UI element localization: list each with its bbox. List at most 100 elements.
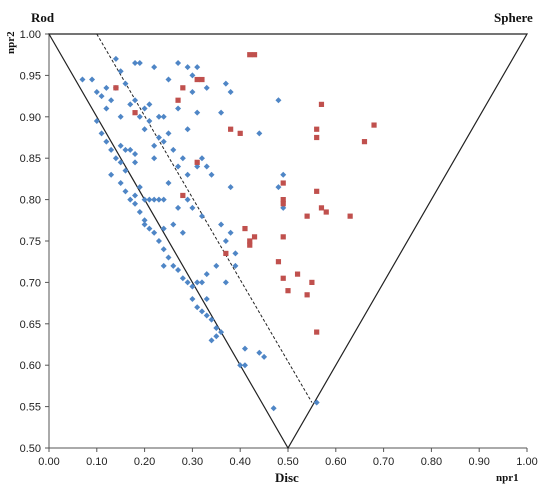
point-blue-diamond	[175, 204, 182, 211]
point-blue-diamond	[203, 312, 210, 319]
point-blue-diamond	[151, 196, 158, 203]
point-red-square	[175, 97, 181, 103]
point-red-square	[275, 259, 282, 265]
point-blue-diamond	[141, 196, 148, 203]
point-blue-diamond	[136, 209, 143, 216]
y-tick-label: 0.80	[20, 195, 41, 207]
point-blue-diamond	[194, 64, 201, 71]
point-blue-diamond	[184, 126, 191, 133]
point-blue-diamond	[203, 271, 210, 278]
point-blue-diamond	[213, 324, 220, 331]
y-tick-label: 0.65	[20, 319, 41, 331]
point-blue-diamond	[175, 266, 182, 273]
point-blue-diamond	[141, 217, 148, 224]
y-tick-label: 0.75	[20, 236, 41, 248]
point-blue-diamond	[222, 238, 229, 244]
point-red-square	[180, 85, 186, 91]
point-red-square	[132, 110, 138, 116]
point-red-square	[285, 288, 291, 294]
point-blue-diamond	[218, 109, 225, 116]
point-red-square	[314, 134, 320, 141]
point-blue-diamond	[208, 316, 215, 323]
point-blue-diamond	[160, 225, 167, 232]
point-blue-diamond	[155, 113, 162, 120]
point-blue-diamond	[198, 155, 205, 162]
point-blue-diamond	[141, 105, 148, 112]
point-blue-diamond	[165, 76, 172, 83]
point-blue-diamond	[160, 246, 167, 253]
point-blue-diamond	[222, 80, 229, 87]
y-tick-label: 0.90	[20, 112, 41, 124]
point-blue-diamond	[127, 196, 134, 203]
point-red-square	[113, 85, 119, 91]
point-blue-diamond	[237, 362, 244, 369]
point-blue-diamond	[132, 59, 139, 66]
point-blue-diamond	[227, 184, 234, 191]
point-blue-diamond	[103, 84, 110, 91]
point-blue-diamond	[151, 155, 158, 162]
point-blue-diamond	[175, 163, 182, 170]
point-blue-diamond	[117, 159, 124, 166]
point-blue-diamond	[165, 180, 172, 187]
point-blue-diamond	[146, 117, 153, 124]
point-blue-diamond	[117, 113, 124, 120]
point-blue-diamond	[155, 196, 162, 203]
y-tick-label: 0.50	[20, 443, 41, 455]
x-tick-label: 0.00	[38, 456, 59, 468]
point-red-square	[247, 52, 253, 58]
point-blue-diamond	[132, 97, 139, 104]
point-blue-diamond	[313, 399, 320, 406]
triangle-outline	[47, 33, 529, 450]
x-tick-label: 0.30	[182, 456, 203, 468]
point-blue-diamond	[203, 163, 210, 170]
point-blue-diamond	[218, 329, 225, 336]
point-blue-diamond	[179, 229, 186, 236]
point-blue-diamond	[280, 204, 287, 211]
point-blue-diamond	[184, 279, 191, 286]
point-blue-diamond	[165, 254, 172, 261]
point-red-square	[314, 188, 320, 194]
y-tick-label: 0.85	[20, 153, 41, 165]
point-blue-diamond	[127, 146, 134, 153]
point-red-square	[314, 329, 320, 335]
point-blue-diamond	[122, 80, 129, 87]
point-blue-diamond	[189, 72, 196, 79]
point-red-square	[180, 192, 186, 199]
point-blue-diamond	[103, 105, 110, 112]
point-red-square	[251, 234, 258, 240]
point-blue-diamond	[198, 308, 205, 315]
point-red-square	[247, 242, 253, 248]
point-blue-diamond	[127, 101, 134, 108]
point-blue-diamond	[93, 88, 100, 95]
point-blue-diamond	[256, 130, 263, 137]
point-blue-diamond	[112, 155, 119, 162]
point-blue-diamond	[155, 134, 162, 141]
point-blue-diamond	[108, 146, 115, 153]
point-blue-diamond	[98, 93, 105, 100]
x-tick-label: 1.00	[516, 456, 537, 468]
corner-label-disc: Disc	[275, 470, 299, 484]
point-blue-diamond	[184, 171, 191, 178]
point-blue-diamond	[108, 97, 115, 104]
point-blue-diamond	[189, 295, 196, 302]
point-blue-diamond	[213, 333, 220, 340]
point-blue-diamond	[170, 262, 177, 269]
point-blue-diamond	[117, 68, 124, 75]
x-tick-label: 0.10	[86, 456, 107, 468]
point-blue-diamond	[160, 113, 167, 120]
x-tick-label: 0.50	[277, 456, 298, 468]
point-red-square	[251, 52, 258, 58]
point-red-square	[347, 213, 353, 219]
point-blue-diamond	[122, 167, 129, 174]
point-blue-diamond	[208, 337, 215, 344]
y-tick-label: 1.00	[20, 29, 41, 41]
point-blue-diamond	[241, 345, 248, 352]
point-blue-diamond	[232, 262, 239, 269]
data-points	[79, 52, 377, 412]
y-tick-label: 0.55	[20, 402, 41, 414]
point-blue-diamond	[146, 101, 153, 108]
point-blue-diamond	[155, 238, 162, 244]
point-red-square	[280, 234, 286, 240]
point-blue-diamond	[122, 146, 129, 153]
